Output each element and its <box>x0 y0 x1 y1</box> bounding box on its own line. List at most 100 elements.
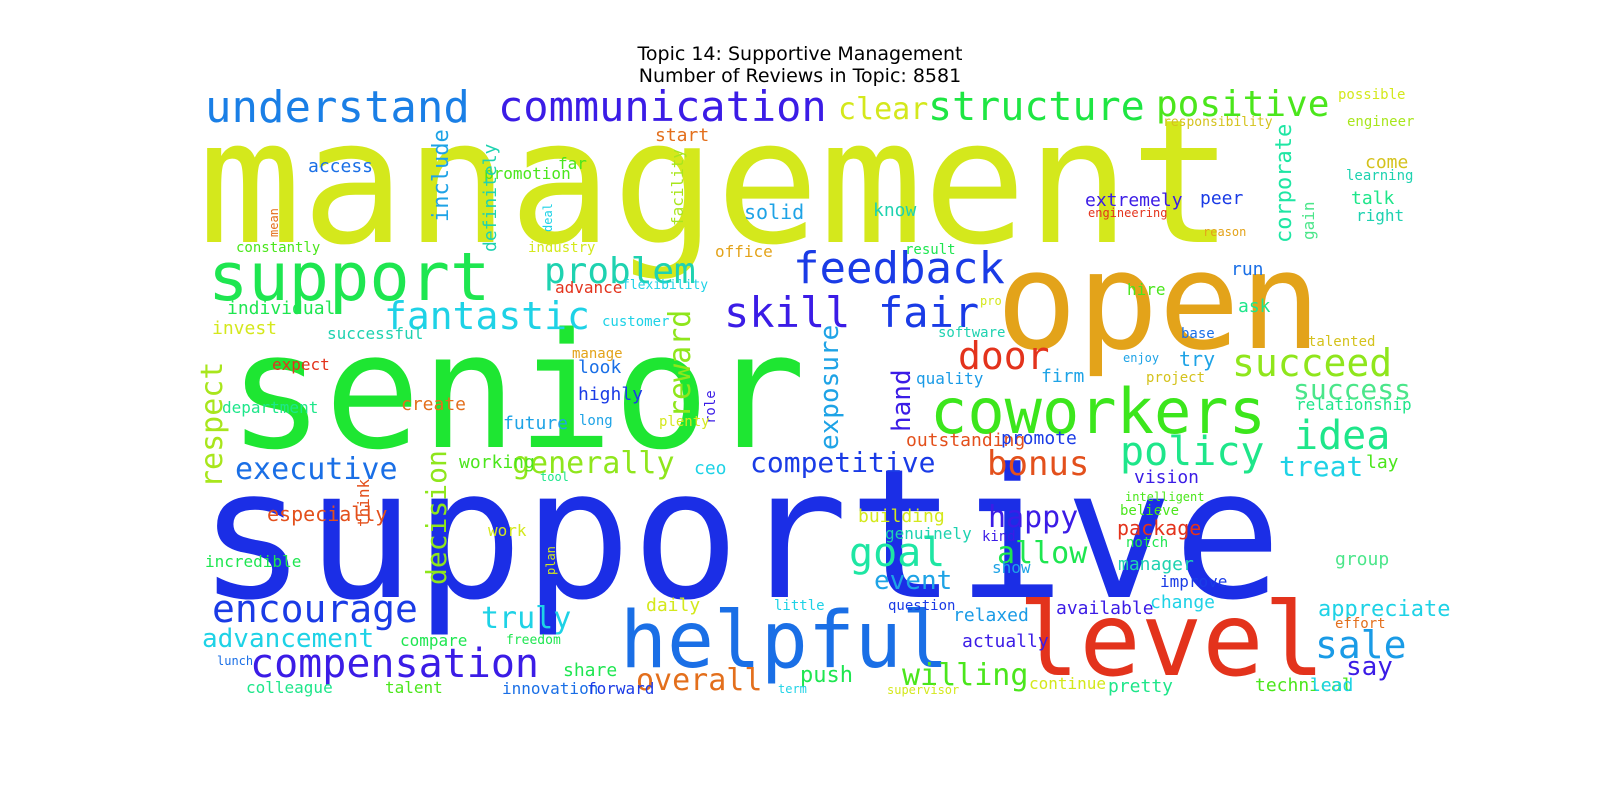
word-continue: continue <box>1029 674 1106 693</box>
word-relationship: relationship <box>1296 395 1412 414</box>
word-especially: especially <box>267 502 387 526</box>
word-constantly: constantly <box>236 240 320 256</box>
word-forward: forward <box>587 679 654 698</box>
word-plenty: plenty <box>659 414 710 430</box>
word-lead: lead <box>1310 675 1353 696</box>
word-show: show <box>992 558 1031 577</box>
word-engineer: engineer <box>1347 114 1414 130</box>
word-group: group <box>1335 549 1389 570</box>
word-share: share <box>563 660 617 681</box>
word-industry: industry <box>528 240 595 256</box>
word-reason: reason <box>1203 225 1246 239</box>
word-available: available <box>1056 598 1154 619</box>
title-line-topic: Topic 14: Supportive Management <box>637 43 963 65</box>
word-kind: kind <box>982 529 1016 545</box>
word-decision: decision <box>420 450 453 585</box>
word-start: start <box>655 125 709 146</box>
word-intelligent: intelligent <box>1125 490 1204 504</box>
word-fantastic: fantastic <box>384 294 590 338</box>
word-relaxed: relaxed <box>953 605 1029 626</box>
word-software: software <box>938 325 1005 341</box>
word-individual: individual <box>227 298 335 319</box>
word-deal: deal <box>541 203 555 232</box>
word-executive: executive <box>235 452 398 487</box>
word-daily: daily <box>646 595 700 616</box>
word-appreciate: appreciate <box>1318 597 1450 622</box>
word-little: little <box>774 598 825 614</box>
word-believe: believe <box>1120 503 1179 519</box>
word-role: role <box>703 390 719 424</box>
word-talk: talk <box>1351 188 1395 209</box>
word-advancement: advancement <box>202 624 374 654</box>
word-question: question <box>888 598 955 614</box>
word-pro: pro <box>980 294 1002 308</box>
word-supervisor: supervisor <box>887 683 959 697</box>
word-talented: talented <box>1308 334 1375 350</box>
word-customer: customer <box>602 314 669 330</box>
word-pretty: pretty <box>1108 676 1173 697</box>
word-building: building <box>858 506 945 527</box>
word-exposure: exposure <box>815 325 845 450</box>
word-problem: problem <box>544 251 696 292</box>
word-tool: tool <box>540 470 569 484</box>
word-encourage: encourage <box>212 587 418 631</box>
word-engineering: engineering <box>1088 206 1167 220</box>
word-base: base <box>1181 326 1215 342</box>
word-enjoy: enjoy <box>1123 351 1159 365</box>
word-bonus: bonus <box>987 444 1089 484</box>
word-happy: happy <box>988 500 1078 535</box>
word-communication: communication <box>498 82 827 131</box>
word-gain: gain <box>1299 201 1318 240</box>
word-highly: highly <box>578 384 643 405</box>
word-positive: positive <box>1156 84 1329 125</box>
word-colleague: colleague <box>246 678 333 697</box>
word-fair: fair <box>878 288 979 337</box>
word-change: change <box>1150 592 1215 613</box>
word-access: access <box>308 156 373 177</box>
word-ceo: ceo <box>694 458 727 479</box>
word-mean: mean <box>267 208 281 237</box>
word-expect: expect <box>272 355 330 374</box>
word-event: event <box>874 566 952 596</box>
word-learning: learning <box>1346 168 1413 184</box>
word-freedom: freedom <box>506 633 561 648</box>
word-office: office <box>715 242 773 261</box>
word-level: level <box>1018 581 1325 700</box>
word-invest: invest <box>212 318 277 339</box>
word-technical: technical <box>1255 675 1353 696</box>
word-flexibility: flexibility <box>622 278 708 293</box>
word-lay: lay <box>1366 452 1399 473</box>
word-promotion: promotion <box>484 164 571 183</box>
word-department: department <box>222 398 318 417</box>
word-coworkers: coworkers <box>930 375 1266 448</box>
word-compensation: compensation <box>250 641 539 687</box>
word-feedback: feedback <box>793 243 1005 294</box>
word-allow: allow <box>997 536 1088 571</box>
word-compare: compare <box>400 631 467 650</box>
word-open: open <box>996 223 1321 380</box>
word-truly: truly <box>481 601 571 636</box>
word-know: know <box>873 200 917 221</box>
word-term: term <box>778 682 807 696</box>
word-plan: plan <box>544 546 558 575</box>
word-clear: clear <box>838 92 928 127</box>
word-skill: skill <box>724 288 850 337</box>
word-lunch: lunch <box>217 654 253 668</box>
word-project: project <box>1146 370 1205 386</box>
word-actually: actually <box>962 631 1049 652</box>
word-genuinely: genuinely <box>885 524 972 543</box>
word-ask: ask <box>1238 296 1271 317</box>
word-goal: goal <box>849 530 945 576</box>
word-generally: generally <box>512 446 675 481</box>
word-success: success <box>1293 373 1411 406</box>
word-improve: improve <box>1160 572 1227 591</box>
word-far: far <box>558 154 587 173</box>
word-working: working <box>459 452 535 473</box>
word-responsibility: responsibility <box>1163 115 1273 130</box>
word-manager: manager <box>1118 554 1194 575</box>
word-result: result <box>905 242 956 258</box>
word-outstanding: outstanding <box>906 430 1025 451</box>
word-policy: policy <box>1120 429 1265 475</box>
word-structure: structure <box>928 84 1145 130</box>
